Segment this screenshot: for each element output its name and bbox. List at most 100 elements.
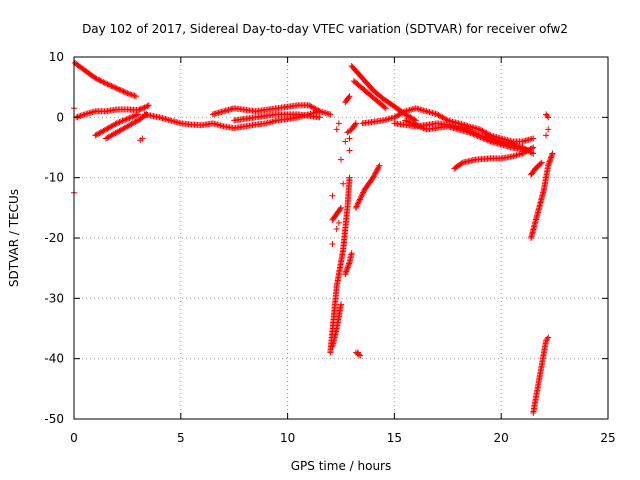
data-point: [329, 241, 336, 248]
data-point: [372, 170, 379, 177]
data-point: [354, 200, 361, 207]
data-point: [412, 121, 419, 128]
data-point: [117, 87, 124, 94]
data-point: [338, 204, 344, 211]
data-point: [100, 79, 107, 86]
data-point: [346, 174, 353, 181]
data-point: [96, 77, 103, 84]
data-point: [467, 130, 474, 137]
data-point: [338, 156, 344, 163]
data-point: [108, 82, 115, 89]
data-point: [381, 104, 388, 111]
data-point: [115, 85, 122, 92]
data-point: [410, 120, 417, 127]
x-tick-label: 15: [387, 431, 402, 445]
data-point: [139, 135, 146, 142]
data-point: [119, 117, 126, 124]
data-point: [352, 120, 359, 127]
data-point: [407, 119, 414, 126]
data-point: [112, 84, 119, 91]
data-point: [409, 120, 416, 127]
data-point: [125, 115, 132, 122]
data-point: [481, 136, 488, 143]
data-point: [530, 144, 537, 151]
data-point: [116, 86, 123, 93]
data-point: [99, 78, 106, 85]
data-point: [107, 82, 114, 89]
data-point: [466, 129, 473, 136]
data-point: [74, 113, 81, 120]
data-point: [406, 119, 413, 126]
data-point: [480, 135, 487, 142]
data-point: [474, 133, 481, 140]
data-point: [402, 117, 409, 124]
x-tick-label: 0: [70, 431, 78, 445]
data-point: [420, 125, 427, 132]
data-point: [131, 92, 138, 99]
x-tick-label: 25: [600, 431, 615, 445]
x-axis-label: GPS time / hours: [291, 459, 392, 473]
y-axis-label: SDTVAR / TECUs: [7, 189, 21, 287]
data-series: [71, 60, 556, 416]
data-point: [120, 88, 127, 95]
data-point: [413, 122, 420, 129]
data-point: [355, 199, 362, 206]
y-tick-label: -20: [44, 231, 64, 245]
data-point: [458, 160, 465, 167]
data-point: [545, 126, 552, 133]
data-point: [115, 119, 122, 126]
data-point: [537, 160, 544, 167]
y-tick-label: 10: [49, 50, 64, 64]
data-point: [329, 192, 336, 199]
data-point: [372, 169, 379, 176]
x-tick-label: 5: [177, 431, 185, 445]
data-point: [371, 171, 378, 178]
data-point: [416, 123, 423, 130]
data-point: [359, 190, 366, 197]
data-point: [414, 122, 421, 129]
data-point: [373, 167, 380, 174]
data-point: [530, 150, 537, 157]
y-tick-label: 0: [56, 110, 64, 124]
data-point: [382, 105, 389, 112]
data-point: [545, 114, 552, 121]
data-point: [327, 111, 334, 118]
data-point: [356, 196, 363, 203]
data-point: [92, 75, 99, 82]
data-point: [419, 124, 426, 131]
data-point: [135, 111, 142, 118]
data-point: [75, 113, 82, 120]
data-point: [400, 109, 407, 116]
data-point: [109, 83, 116, 90]
data-point: [95, 76, 102, 83]
data-point: [93, 75, 100, 82]
data-point: [443, 116, 450, 123]
data-point: [417, 123, 424, 130]
data-point: [123, 89, 130, 96]
data-point: [354, 202, 361, 209]
data-point: [538, 159, 545, 166]
data-point: [116, 119, 123, 126]
data-point: [346, 147, 353, 154]
data-point: [113, 120, 120, 127]
data-point: [549, 150, 556, 157]
data-point: [348, 250, 355, 257]
y-tick-label: -50: [44, 412, 64, 426]
data-point: [525, 147, 532, 154]
data-point: [477, 134, 484, 141]
data-point: [316, 108, 323, 115]
data-point: [132, 112, 139, 119]
data-point: [80, 111, 87, 118]
data-point: [356, 197, 363, 204]
data-point: [101, 79, 108, 86]
data-point: [484, 137, 491, 144]
data-point: [145, 102, 152, 109]
data-point: [346, 135, 353, 142]
data-point: [315, 107, 322, 114]
data-point: [375, 163, 382, 170]
y-tick-label: -30: [44, 291, 64, 305]
data-point: [404, 118, 411, 125]
data-point: [357, 195, 364, 202]
x-tick-label: 10: [280, 431, 295, 445]
data-point: [346, 93, 353, 100]
